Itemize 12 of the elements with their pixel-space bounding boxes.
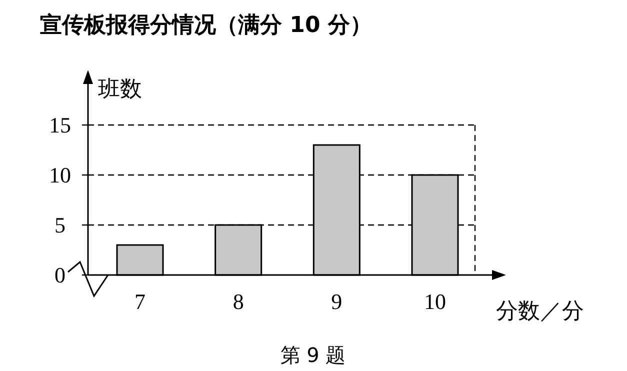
text: 第 9 题 xyxy=(280,343,346,367)
x-tick-label: 8 xyxy=(232,289,244,314)
x-tick-label: 9 xyxy=(331,289,342,314)
y-axis-title: 班数 xyxy=(98,77,142,102)
y-tick-label: 10 xyxy=(49,162,71,188)
chart-title: 宣传板报得分情况（满分 10 分） xyxy=(40,12,372,38)
y-tick-label: 0 xyxy=(54,262,66,288)
x-tick-label: 7 xyxy=(134,289,146,314)
y-tick-label: 15 xyxy=(49,112,71,138)
x-tick-label: 10 xyxy=(424,289,446,314)
y-tick-label: 5 xyxy=(54,212,66,238)
x-axis-title: 分数／分 xyxy=(496,299,584,324)
